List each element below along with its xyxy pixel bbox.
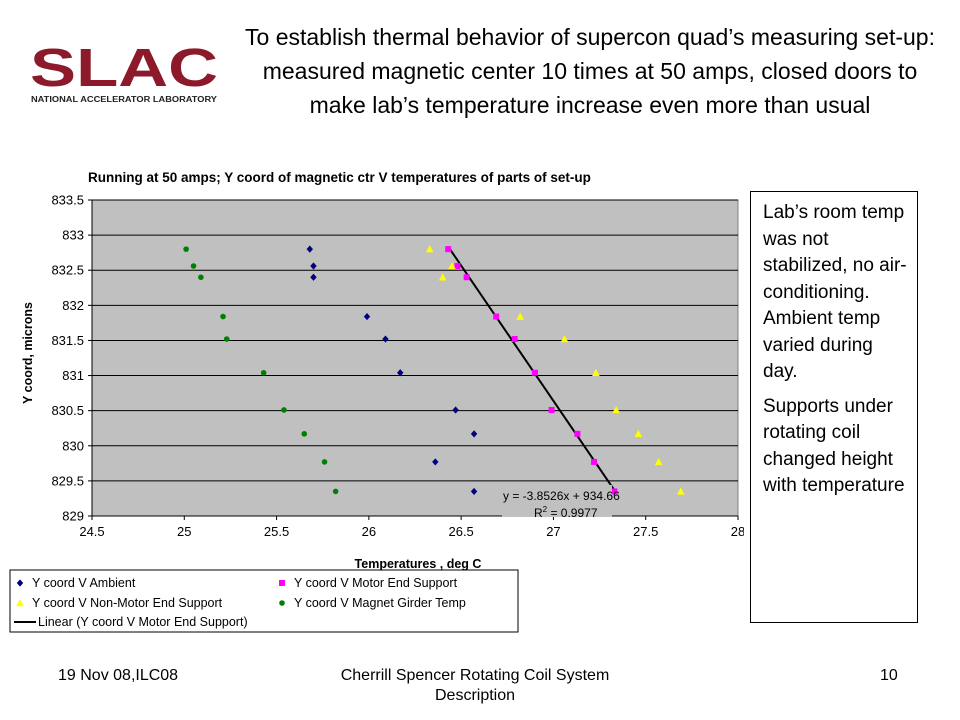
x-tick-label: 27 <box>546 524 560 539</box>
data-point <box>511 336 518 343</box>
data-point <box>223 336 230 342</box>
data-point <box>425 245 434 253</box>
y-tick-label: 831 <box>62 368 84 383</box>
data-point <box>454 263 461 270</box>
data-point <box>470 487 478 496</box>
x-axis-label: Temperatures , deg C <box>355 557 482 571</box>
legend-label: Y coord V Non-Motor End Support <box>32 596 223 610</box>
data-point <box>531 369 538 376</box>
data-point <box>574 430 581 437</box>
data-point <box>463 274 470 281</box>
data-point <box>183 246 189 252</box>
trend-equation: y = -3.8526x + 934.66 <box>503 489 620 503</box>
footer-author: Cherrill Spencer Rotating Coil System De… <box>340 667 610 704</box>
data-point <box>470 430 478 438</box>
y-tick-label: 830.5 <box>51 403 84 418</box>
data-point <box>321 459 328 465</box>
data-point <box>448 262 456 270</box>
scatter-chart: Running at 50 amps; Y coord of magnetic … <box>8 160 744 636</box>
y-tick-label: 829 <box>62 509 84 524</box>
legend: Y coord V Ambient Y coord V Motor End Sup… <box>14 576 466 629</box>
data-point <box>634 429 643 438</box>
y-tick-label: 831.5 <box>51 333 84 348</box>
y-tick-label: 833 <box>62 228 84 243</box>
legend-box <box>9 569 519 633</box>
logo-wordmark: SLAC <box>30 38 218 98</box>
x-tick-label: 25.5 <box>264 524 289 539</box>
slide-title: To establish thermal behavior of superco… <box>245 24 935 118</box>
data-point <box>445 246 452 253</box>
x-tick-label: 27.5 <box>633 524 658 539</box>
data-point <box>612 405 620 414</box>
x-tick-label: 25 <box>177 524 191 539</box>
chart-title: Running at 50 amps; Y coord of magnetic … <box>88 170 591 185</box>
slac-logo: SLAC NATIONAL ACCELERATOR LABORATORY <box>30 38 218 104</box>
data-point <box>493 313 500 320</box>
y-tick-label: 833.5 <box>51 193 84 208</box>
note-box: Lab’s room temp was not stabilized, no a… <box>750 191 918 623</box>
data-point <box>611 488 618 495</box>
data-point <box>220 313 226 320</box>
data-point <box>190 263 197 269</box>
y-tick-label: 832 <box>62 298 84 313</box>
data-point <box>676 487 685 495</box>
data-point <box>281 407 287 413</box>
legend-label: Linear (Y coord V Motor End Support) <box>38 615 248 629</box>
footer-date: 19 Nov 08,ILC08 <box>58 667 179 684</box>
trend-r2: R2 = 0.9977 <box>534 505 598 520</box>
data-point <box>548 406 555 413</box>
data-point <box>310 273 317 281</box>
data-point <box>592 368 600 376</box>
data-point <box>516 312 525 320</box>
data-point <box>438 273 447 281</box>
legend-marker <box>16 599 24 607</box>
logo-subtitle: NATIONAL ACCELERATOR LABORATORY <box>31 95 218 104</box>
data-point <box>654 457 663 466</box>
data-point <box>301 431 308 437</box>
legend-marker <box>16 579 24 587</box>
trend-label-bg <box>502 485 612 517</box>
data-point <box>332 488 339 495</box>
gridlines <box>88 199 739 520</box>
y-tick-label: 832.5 <box>51 263 84 278</box>
legend-marker <box>279 600 285 606</box>
data-point <box>432 458 439 466</box>
page-number: 10 <box>880 667 898 684</box>
x-tick-labels: 24.5 25 25.5 26 26.5 27 27.5 28 <box>79 524 744 539</box>
note-paragraph-2: Supports under rotating coil changed hei… <box>763 395 905 497</box>
x-tick-label: 28 <box>731 524 744 539</box>
x-tick-label: 24.5 <box>79 524 104 539</box>
x-tick-label: 26.5 <box>448 524 473 539</box>
y-tick-label: 830 <box>62 438 84 453</box>
data-point <box>560 335 569 343</box>
legend-marker <box>279 580 285 586</box>
legend-label: Y coord V Ambient <box>32 576 136 590</box>
plot-area <box>91 199 739 517</box>
y-tick-label: 829.5 <box>51 473 84 488</box>
trendline <box>447 246 616 491</box>
note-paragraph-1: Lab’s room temp was not stabilized, no a… <box>763 202 907 382</box>
legend-label: Y coord V Magnet Girder Temp <box>294 596 466 610</box>
y-axis-label: Y coord, microns <box>21 302 35 404</box>
chart-svg: Running at 50 amps; Y coord of magnetic … <box>9 170 744 633</box>
legend-label: Y coord V Motor End Support <box>294 576 458 590</box>
data-point <box>591 458 598 465</box>
data-point <box>306 245 313 253</box>
data-point <box>260 369 267 376</box>
data-point <box>198 274 204 281</box>
x-tick-label: 26 <box>362 524 376 539</box>
y-tick-labels: 829 829.5 830 830.5 831 831.5 832 832.5 833 833.5 <box>51 193 84 524</box>
